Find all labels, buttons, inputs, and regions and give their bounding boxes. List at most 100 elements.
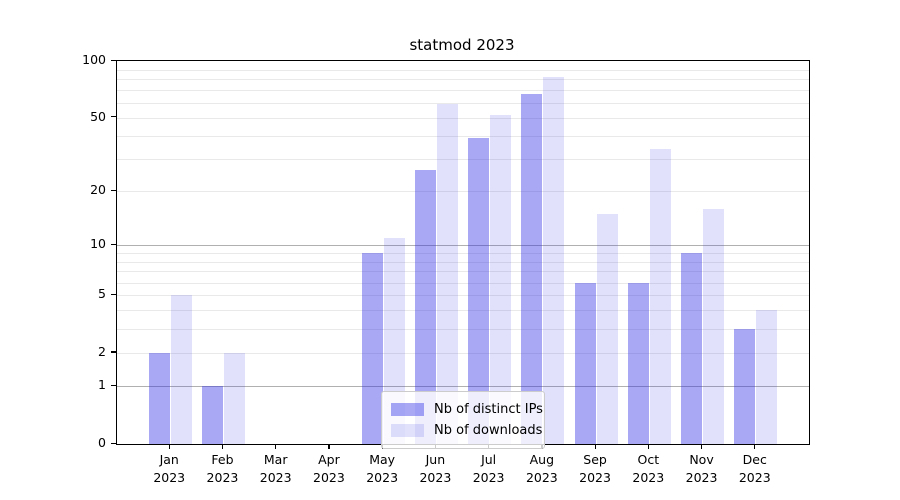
y-tick-label: 100 [82,52,106,67]
y-tick-label: 5 [98,286,106,302]
x-tick-label: Sep 2023 [569,451,621,487]
gridline-major [117,245,809,246]
plot-area [116,60,810,445]
x-tick-month: Dec [742,452,767,467]
bar-downloads [170,295,192,444]
gridline-major [117,386,809,388]
y-tick-label: 1 [98,377,106,393]
x-tick-month: Jun [425,452,446,467]
x-tick-year: 2023 [685,470,718,485]
x-tick-month: Jan [159,452,179,467]
bar-distinct-ips [681,252,703,444]
x-tick-month: May [369,452,396,467]
y-tick-label: 50 [90,108,106,124]
bar-distinct-ips [521,93,543,444]
x-tick-month: Jul [481,452,497,467]
x-tick-mark [701,444,703,449]
legend: Nb of distinct IPs Nb of downloads [381,391,545,449]
gridline-minor [117,352,809,354]
x-tick-label: Aug 2023 [516,451,568,487]
y-tick-mark [111,442,116,444]
x-tick-label: Dec 2023 [729,451,781,487]
x-tick-month: Mar [263,452,288,467]
bar-distinct-ips [574,282,596,444]
bar-downloads [596,213,618,444]
x-tick-year: 2023 [419,470,452,485]
y-tick-mark [111,59,116,61]
x-tick-month: Nov [689,452,714,467]
y-tick-mark [111,243,116,245]
x-tick-label: Oct 2023 [622,451,674,487]
y-tick-label: 10 [90,236,106,251]
gridline-minor [117,135,809,137]
bar-distinct-ips [468,137,490,444]
y-tick-mark [111,189,116,192]
x-tick-month: Sep [583,452,607,467]
x-tick-label: Feb 2023 [196,451,248,487]
gridline-minor [117,159,809,161]
gridline-minor [117,102,809,104]
bar-distinct-ips [148,352,170,444]
gridline-minor [117,252,809,254]
chart-title: statmod 2023 [409,36,515,54]
gridline-minor [117,117,809,119]
x-tick-year: 2023 [579,470,611,485]
x-tick-month: Oct [637,452,660,467]
y-tick-mark [111,351,116,353]
bar-downloads [649,148,671,444]
y-tick-label: 2 [98,343,106,359]
gridline-minor [117,90,809,92]
legend-swatch-distinct-ips [391,403,424,416]
x-tick-year: 2023 [472,470,505,485]
x-tick-label: Mar 2023 [250,451,302,487]
y-tick-mark [111,293,116,295]
bar-distinct-ips [734,328,756,444]
x-tick-label: Apr 2023 [303,451,355,487]
x-tick-label: Jan 2023 [143,451,195,487]
y-tick-label: 0 [98,435,106,450]
gridline-minor [117,282,809,284]
gridline-minor [117,79,809,81]
bar-distinct-ips [361,252,383,444]
x-tick-label: Jul 2023 [463,451,515,487]
x-tick-mark [754,444,756,449]
legend-item-distinct-ips: Nb of distinct IPs [391,399,543,420]
x-tick-label: Nov 2023 [676,451,728,487]
gridline-minor [117,310,809,312]
gridline-minor [117,191,809,193]
x-tick-year: 2023 [525,470,558,485]
bar-distinct-ips [201,386,223,444]
x-tick-year: 2023 [738,470,771,485]
gridline-minor [117,261,809,263]
x-tick-year: 2023 [632,470,665,485]
gridline-minor [117,271,809,273]
gridline-minor [117,328,809,330]
x-tick-year: 2023 [366,470,399,485]
x-tick-mark [328,444,330,449]
gridline-minor [117,69,809,71]
y-tick-mark [111,116,116,118]
x-tick-label: Jun 2023 [409,451,461,487]
x-tick-mark [221,444,224,449]
gridline-minor [117,295,809,297]
bar-downloads [223,352,245,444]
x-tick-year: 2023 [313,470,345,485]
bar-downloads [756,310,778,444]
x-tick-label: May 2023 [356,451,408,487]
x-tick-month: Feb [211,452,234,467]
x-tick-year: 2023 [206,470,239,485]
y-tick-label: 20 [90,182,106,198]
legend-swatch-downloads [391,424,424,437]
x-tick-year: 2023 [259,470,292,485]
x-tick-mark [594,444,596,449]
x-tick-month: Aug [529,452,555,467]
bar-downloads [436,104,458,444]
x-tick-month: Apr [318,452,340,467]
bar-downloads [703,208,725,444]
x-tick-mark [168,444,170,449]
legend-label-downloads: Nb of downloads [434,423,543,438]
x-tick-mark [647,444,649,449]
x-tick-mark [275,444,277,449]
bar-distinct-ips [414,170,436,444]
